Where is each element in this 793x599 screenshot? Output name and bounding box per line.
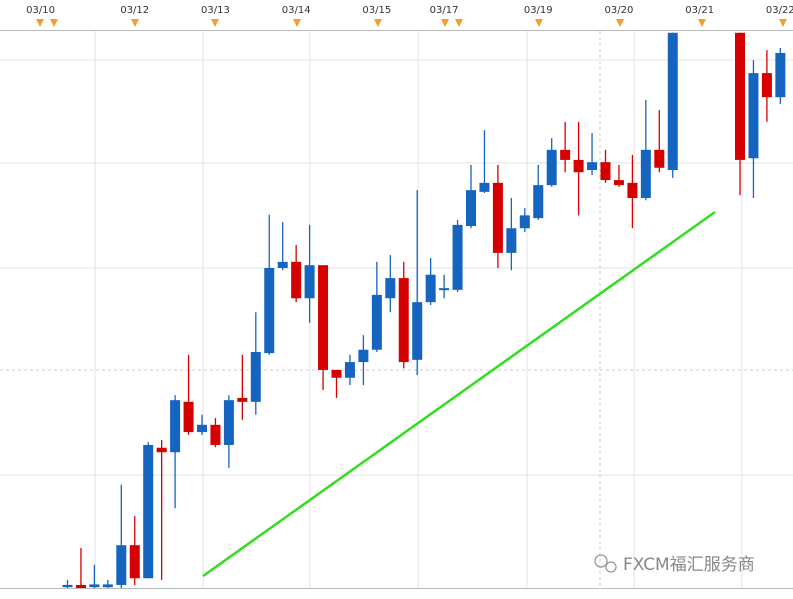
candle-body (344, 362, 355, 378)
candle-body (519, 215, 530, 229)
x-tick-label: 03/15 (362, 5, 391, 16)
candle-body (492, 182, 503, 253)
candle-body (654, 149, 665, 168)
candle-body (466, 190, 476, 226)
x-tick-label: 03/13 (201, 5, 230, 16)
candle-body (546, 149, 557, 186)
watermark: FXCM福汇服务商 (623, 555, 755, 575)
candle-body (506, 228, 517, 253)
candle-body (250, 352, 261, 402)
candle-body (143, 444, 154, 579)
candle-body (627, 182, 638, 198)
candle-body (775, 52, 786, 98)
candle-body (210, 424, 221, 445)
candle-body (223, 400, 234, 445)
marker (374, 19, 382, 27)
candle-body (667, 32, 678, 170)
candle-body (385, 278, 396, 299)
candle-body (761, 73, 772, 98)
watermark-icon (594, 554, 617, 573)
x-tick-label: 03/12 (120, 5, 149, 16)
marker (455, 19, 463, 27)
marker (293, 19, 301, 27)
candle-body (560, 149, 571, 160)
x-tick-label: 03/19 (524, 5, 553, 16)
candle-body (640, 149, 651, 198)
candle-body (170, 400, 181, 453)
marker (441, 19, 449, 27)
candle-body (533, 185, 544, 219)
candles (62, 32, 786, 588)
marker (779, 19, 787, 27)
candle-body (371, 294, 382, 350)
candle-body (237, 397, 248, 402)
candle-body (439, 288, 450, 291)
candle-body (613, 180, 624, 186)
marker (36, 19, 44, 27)
icon-circle (605, 561, 617, 573)
candle-body (735, 32, 745, 160)
x-tick-label: 03/21 (685, 5, 714, 16)
candle-body (412, 302, 423, 360)
candle-body (748, 73, 759, 159)
candle-body (102, 584, 113, 588)
marker (616, 19, 624, 27)
x-tick-label: 03/10 (26, 5, 55, 16)
candle-body (62, 584, 73, 588)
x-tick-label: 03/20 (605, 5, 634, 16)
candle-body (75, 584, 86, 588)
candle-body (587, 162, 598, 170)
event-markers (36, 19, 787, 27)
candle-body (291, 261, 302, 299)
marker (50, 19, 58, 27)
marker (535, 19, 543, 27)
marker (211, 19, 219, 27)
x-tick-label: 03/17 (430, 5, 459, 16)
candle-body (264, 268, 275, 354)
candle-body (398, 278, 409, 363)
x-tick-label: 03/22 (766, 5, 793, 16)
marker (698, 19, 706, 27)
trend-line (202, 210, 716, 578)
x-tick-label: 03/14 (282, 5, 311, 16)
candle-body (425, 274, 436, 303)
candle-body (573, 159, 584, 173)
marker (131, 19, 139, 27)
candle-body (600, 162, 611, 181)
candle-body (304, 265, 315, 299)
candle-body (197, 424, 207, 433)
candle-body (156, 447, 167, 453)
candle-body (129, 545, 140, 579)
candle-body (318, 265, 329, 370)
candle-body (479, 182, 490, 192)
icon-circle (594, 554, 608, 568)
candle-body (331, 369, 342, 378)
candle-body (183, 401, 194, 433)
grid (0, 31, 793, 588)
candle-body (358, 349, 369, 363)
candle-body (116, 545, 127, 585)
candle-body (89, 584, 100, 588)
candle-body (452, 224, 463, 290)
candle-body (277, 261, 288, 268)
